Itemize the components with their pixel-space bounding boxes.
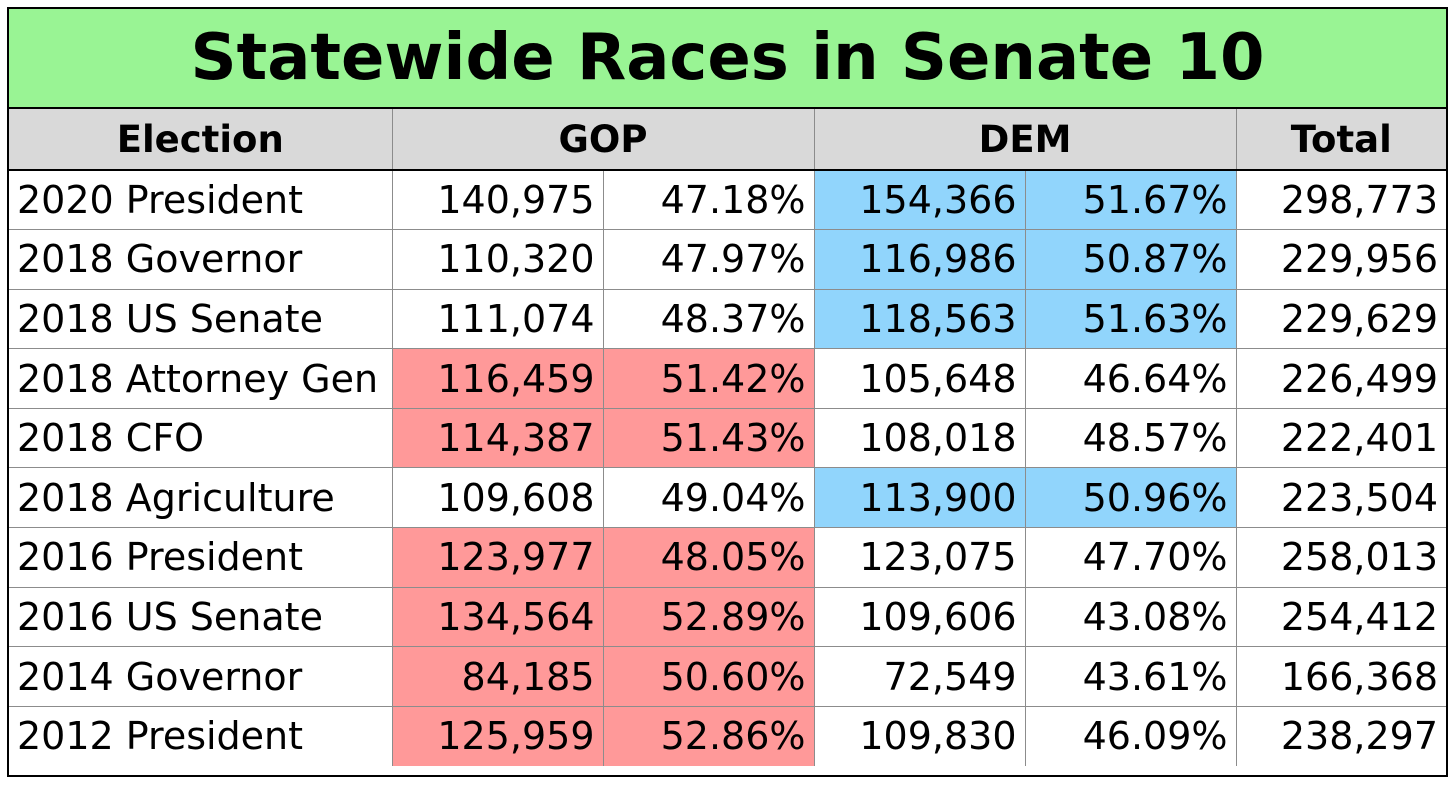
- table-row: 2018 Attorney Gen 116,459 51.42% 105,648 46.…: [9, 348, 1447, 409]
- cell-dem-votes: 105,648: [813, 348, 1026, 409]
- table-row: 2012 President 125,959 52.86% 109,830 46.09%…: [9, 705, 1447, 766]
- cell-gop-pct: 51.42%: [602, 348, 815, 409]
- cell-gop-votes: 109,608: [391, 467, 604, 529]
- cell-gop-pct: 48.05%: [602, 527, 815, 588]
- cell-gop-pct: 47.97%: [602, 229, 815, 290]
- cell-election: 2018 Agriculture: [9, 467, 393, 529]
- table-body: 2020 President 140,975 47.18% 154,366 51.67%…: [9, 169, 1447, 766]
- table-row: 2018 Agriculture 109,608 49.04% 113,900 50.9…: [9, 467, 1447, 529]
- header-dem: DEM: [813, 109, 1237, 171]
- cell-dem-pct: 51.63%: [1024, 288, 1237, 350]
- cell-total: 166,368: [1235, 646, 1447, 707]
- cell-election: 2020 President: [9, 169, 393, 231]
- results-table: Election GOP DEM Total 2020 President 140…: [9, 109, 1447, 766]
- cell-gop-pct: 50.60%: [602, 646, 815, 707]
- cell-gop-votes: 140,975: [391, 169, 604, 231]
- cell-gop-votes: 134,564: [391, 586, 604, 648]
- results-table-container: Statewide Races in Senate 10 Election GO…: [7, 7, 1448, 777]
- table-row: 2018 CFO 114,387 51.43% 108,018 48.57% 222,40…: [9, 407, 1447, 469]
- cell-election: 2018 CFO: [9, 407, 393, 469]
- cell-election: 2016 US Senate: [9, 586, 393, 648]
- cell-election: 2012 President: [9, 705, 393, 766]
- cell-election: 2018 Governor: [9, 229, 393, 290]
- cell-total: 223,504: [1235, 467, 1447, 529]
- table-row: 2020 President 140,975 47.18% 154,366 51.67%…: [9, 169, 1447, 231]
- cell-dem-pct: 51.67%: [1024, 169, 1237, 231]
- cell-gop-votes: 116,459: [391, 348, 604, 409]
- cell-dem-votes: 113,900: [813, 467, 1026, 529]
- cell-dem-votes: 118,563: [813, 288, 1026, 350]
- cell-gop-pct: 52.86%: [602, 705, 815, 766]
- header-gop: GOP: [391, 109, 815, 171]
- header-election: Election: [9, 109, 393, 171]
- cell-election: 2018 US Senate: [9, 288, 393, 350]
- header-row: Election GOP DEM Total: [9, 109, 1447, 171]
- table-row: 2016 US Senate 134,564 52.89% 109,606 43.08%…: [9, 586, 1447, 648]
- cell-election: 2014 Governor: [9, 646, 393, 707]
- cell-dem-votes: 72,549: [813, 646, 1026, 707]
- cell-dem-votes: 108,018: [813, 407, 1026, 469]
- cell-dem-pct: 43.08%: [1024, 586, 1237, 648]
- cell-dem-pct: 46.09%: [1024, 705, 1237, 766]
- cell-dem-pct: 50.87%: [1024, 229, 1237, 290]
- table-row: 2014 Governor 84,185 50.60% 72,549 43.61% 166…: [9, 646, 1447, 707]
- cell-gop-pct: 51.43%: [602, 407, 815, 469]
- table-title: Statewide Races in Senate 10: [9, 9, 1446, 109]
- cell-dem-votes: 154,366: [813, 169, 1026, 231]
- cell-gop-votes: 123,977: [391, 527, 604, 588]
- cell-dem-pct: 43.61%: [1024, 646, 1237, 707]
- cell-gop-votes: 110,320: [391, 229, 604, 290]
- cell-total: 254,412: [1235, 586, 1447, 648]
- cell-dem-pct: 50.96%: [1024, 467, 1237, 529]
- cell-total: 229,629: [1235, 288, 1447, 350]
- cell-gop-votes: 125,959: [391, 705, 604, 766]
- cell-gop-pct: 49.04%: [602, 467, 815, 529]
- cell-gop-votes: 84,185: [391, 646, 604, 707]
- cell-dem-votes: 109,830: [813, 705, 1026, 766]
- cell-total: 229,956: [1235, 229, 1447, 290]
- cell-election: 2018 Attorney Gen: [9, 348, 393, 409]
- table-row: 2018 US Senate 111,074 48.37% 118,563 51.63%…: [9, 288, 1447, 350]
- cell-total: 222,401: [1235, 407, 1447, 469]
- table-row: 2018 Governor 110,320 47.97% 116,986 50.87% 2…: [9, 229, 1447, 290]
- cell-dem-votes: 116,986: [813, 229, 1026, 290]
- cell-dem-pct: 48.57%: [1024, 407, 1237, 469]
- cell-total: 226,499: [1235, 348, 1447, 409]
- cell-total: 258,013: [1235, 527, 1447, 588]
- cell-gop-pct: 52.89%: [602, 586, 815, 648]
- cell-dem-pct: 46.64%: [1024, 348, 1237, 409]
- cell-election: 2016 President: [9, 527, 393, 588]
- cell-gop-votes: 114,387: [391, 407, 604, 469]
- cell-dem-votes: 123,075: [813, 527, 1026, 588]
- cell-dem-pct: 47.70%: [1024, 527, 1237, 588]
- cell-gop-votes: 111,074: [391, 288, 604, 350]
- table-row: 2016 President 123,977 48.05% 123,075 47.70%…: [9, 527, 1447, 588]
- header-total: Total: [1235, 109, 1447, 171]
- cell-total: 298,773: [1235, 169, 1447, 231]
- cell-gop-pct: 48.37%: [602, 288, 815, 350]
- cell-gop-pct: 47.18%: [602, 169, 815, 231]
- cell-dem-votes: 109,606: [813, 586, 1026, 648]
- cell-total: 238,297: [1235, 705, 1447, 766]
